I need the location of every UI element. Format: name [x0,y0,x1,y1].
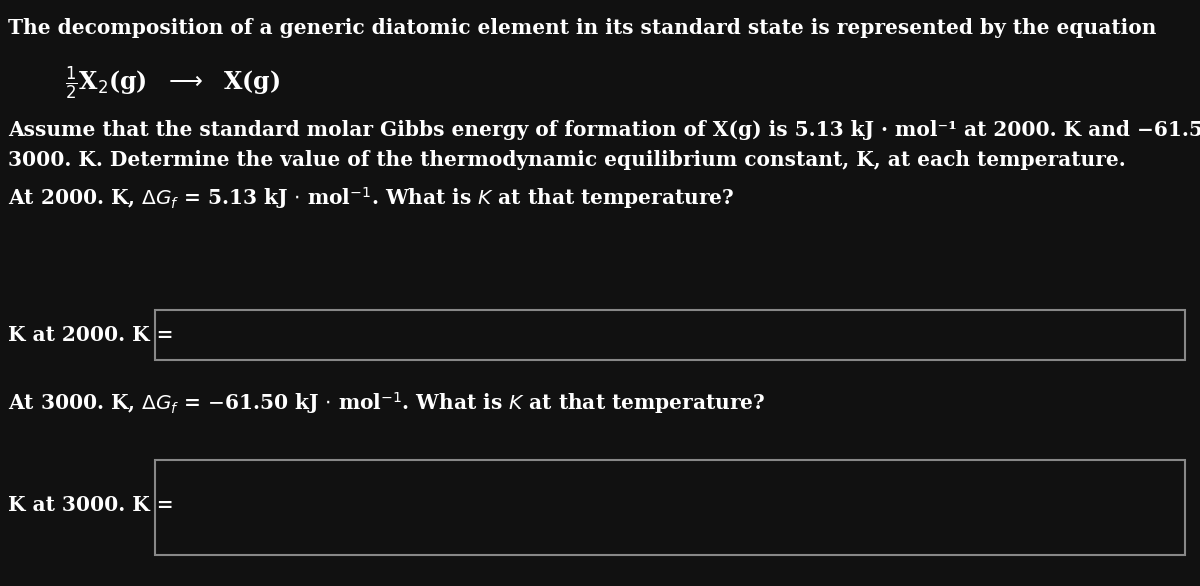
Text: K at 2000. K =: K at 2000. K = [8,325,174,345]
Text: The decomposition of a generic diatomic element in its standard state is represe: The decomposition of a generic diatomic … [8,18,1157,38]
Text: Assume that the standard molar Gibbs energy of formation of X(g) is 5.13 kJ · mo: Assume that the standard molar Gibbs ene… [8,120,1200,140]
Text: K at 3000. K =: K at 3000. K = [8,495,174,515]
Text: $\frac{1}{2}$X$_2$(g)  $\longrightarrow$  X(g): $\frac{1}{2}$X$_2$(g) $\longrightarrow$ … [65,65,280,103]
Bar [155,460,1186,555]
Bar [155,310,1186,360]
Text: At 2000. K, $\Delta G_f$ = 5.13 kJ $\cdot$ mol$^{-1}$. What is $K$ at that tempe: At 2000. K, $\Delta G_f$ = 5.13 kJ $\cdo… [8,185,734,211]
Text: 3000. K. Determine the value of the thermodynamic equilibrium constant, K, at ea: 3000. K. Determine the value of the ther… [8,150,1126,170]
Text: At 3000. K, $\Delta G_f$ = $-$61.50 kJ $\cdot$ mol$^{-1}$. What is $K$ at that t: At 3000. K, $\Delta G_f$ = $-$61.50 kJ $… [8,390,766,416]
